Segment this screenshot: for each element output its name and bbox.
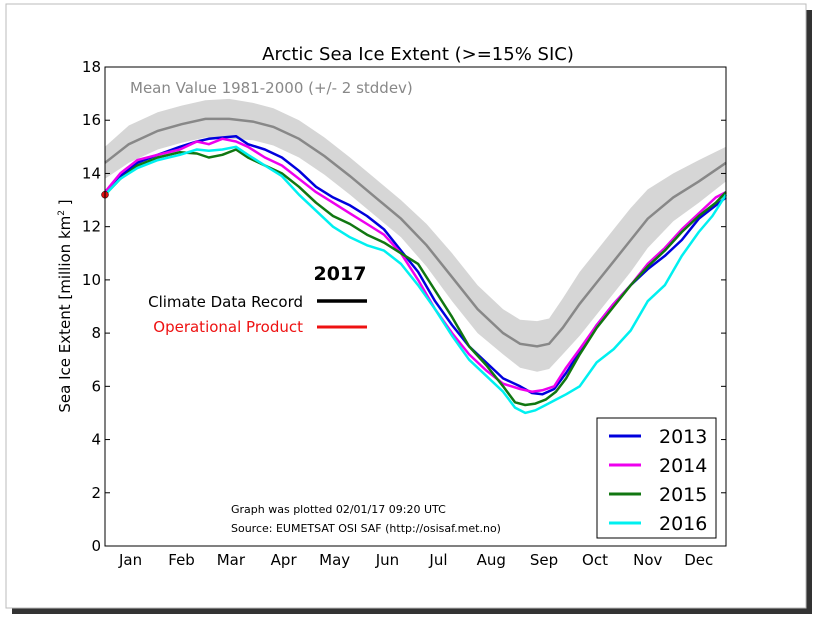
- legend-label-2014: 2014: [659, 455, 707, 477]
- x-tick-label-aug: Aug: [477, 551, 506, 569]
- y-tick-label-2: 2: [91, 484, 101, 502]
- x-tick-label-nov: Nov: [633, 551, 662, 569]
- x-tick-label-mar: Mar: [217, 551, 246, 569]
- x-tick-label-jan: Jan: [118, 551, 142, 569]
- series-line-2015: [104, 148, 727, 407]
- x-tick-label-jul: Jul: [428, 551, 447, 569]
- x-tick-label-sep: Sep: [530, 551, 558, 569]
- source-footnote: Source: EUMETSAT OSI SAF (http://osisaf.…: [231, 522, 501, 535]
- plot-layer: [101, 98, 728, 415]
- x-tick-label-oct: Oct: [582, 551, 608, 569]
- legend-label-2016: 2016: [659, 513, 707, 535]
- x-tick-label-dec: Dec: [684, 551, 713, 569]
- y-tick-label-4: 4: [91, 431, 101, 449]
- legend-label-2015: 2015: [659, 484, 707, 506]
- legend: 2013 2014 2015 2016: [596, 417, 717, 539]
- y-axis-label-main: Sea Ice Extent [million km: [56, 216, 74, 413]
- y-axis-label-superscript: 2: [57, 210, 67, 216]
- y-tick-label-16: 16: [82, 111, 101, 129]
- y-axis-label: Sea Ice Extent [million km2 ]: [56, 199, 74, 412]
- mean-value-label: Mean Value 1981-2000 (+/- 2 stddev): [130, 79, 413, 97]
- y-tick-label-6: 6: [91, 377, 101, 395]
- y-tick-label-0: 0: [91, 537, 101, 555]
- series-line-2016: [104, 145, 728, 415]
- y-tick-label-8: 8: [91, 324, 101, 342]
- plot-border: [104, 66, 727, 547]
- x-tick-label-apr: Apr: [271, 551, 298, 569]
- x-tick-label-feb: Feb: [168, 551, 195, 569]
- x-tick-label-jun: Jun: [375, 551, 399, 569]
- x-tick-label-may: May: [319, 551, 350, 569]
- y-axis-label-end: ]: [56, 199, 74, 210]
- operational-product-label: Operational Product: [153, 318, 303, 336]
- mean-line: [104, 117, 727, 348]
- climate-data-record-label: Climate Data Record: [148, 293, 303, 311]
- tick-layer: 0 2 4 6 8 10 12 14 16 18 Jan Feb Mar Apr May Jun Jul Aug S…: [82, 58, 726, 569]
- y-tick-label-18: 18: [82, 58, 101, 76]
- y-tick-label-10: 10: [82, 271, 101, 289]
- chart-title: Arctic Sea Ice Extent (>=15% SIC): [262, 44, 574, 65]
- y-tick-label-14: 14: [82, 164, 101, 182]
- y-tick-label-12: 12: [82, 218, 101, 236]
- legend-label-2013: 2013: [659, 426, 707, 448]
- year-2017-label: 2017: [314, 263, 367, 285]
- legend-box: [596, 417, 717, 539]
- plot-date-footnote: Graph was plotted 02/01/17 09:20 UTC: [231, 503, 446, 516]
